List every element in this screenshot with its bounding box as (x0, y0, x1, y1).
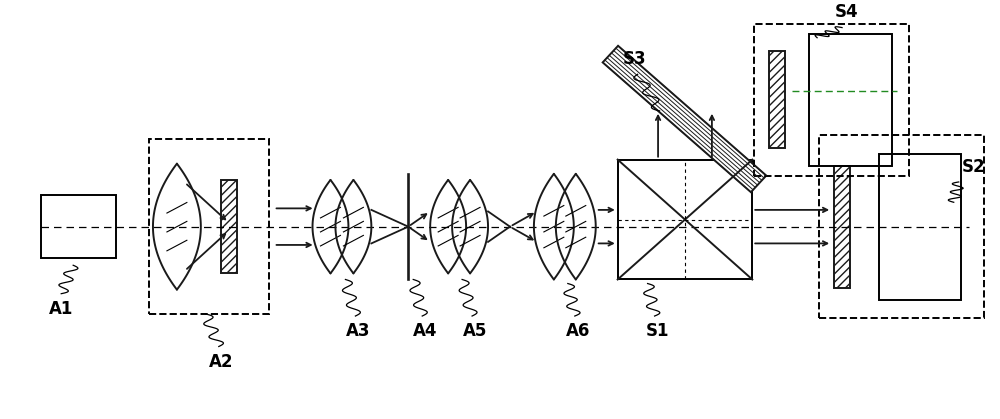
Text: A1: A1 (49, 300, 73, 318)
Text: S1: S1 (646, 322, 669, 340)
Text: A6: A6 (566, 322, 590, 340)
Bar (769, 51, 785, 148)
Bar (41, 195, 116, 258)
Text: S2: S2 (962, 158, 985, 176)
Text: A2: A2 (209, 353, 233, 370)
Text: A5: A5 (463, 322, 487, 340)
Bar (149, 139, 269, 314)
Bar (809, 34, 892, 166)
Bar (618, 160, 752, 279)
Bar (819, 135, 984, 318)
Text: A3: A3 (346, 322, 371, 340)
Text: S3: S3 (623, 50, 646, 68)
Bar (879, 153, 961, 300)
Bar (754, 23, 909, 176)
Bar (221, 180, 237, 273)
Bar (834, 166, 850, 287)
Polygon shape (603, 46, 766, 192)
Text: S4: S4 (835, 3, 859, 21)
Text: A4: A4 (413, 322, 437, 340)
